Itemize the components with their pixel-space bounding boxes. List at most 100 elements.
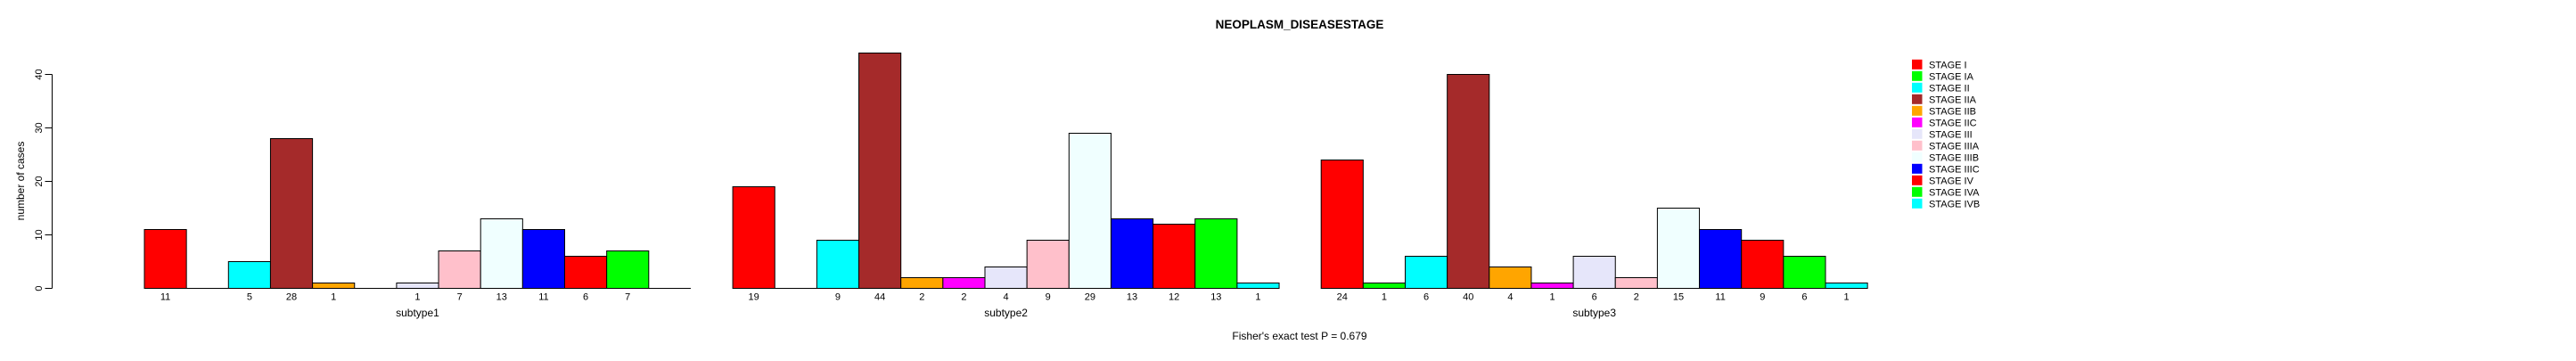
bar-value-label: 44 [874,292,885,303]
bar-value-label: 9 [1046,292,1051,303]
y-axis-tick-label: 40 [34,69,45,79]
bar-value-label: 5 [247,292,252,303]
legend-label: STAGE I [1929,60,1967,70]
bar [1068,133,1112,289]
bar-value-label: 40 [1463,292,1473,303]
bar-value-label: 7 [625,292,630,303]
x-axis-group-labels: subtype1 subtype2 subtype3 [396,307,1616,319]
bar-value-label: 4 [1507,292,1513,303]
y-axis: 0 10 20 30 40 [34,69,53,291]
bar [1194,218,1238,289]
y-axis-tick-label: 30 [34,122,45,133]
bar [312,283,356,289]
legend-label: STAGE III [1929,129,1973,140]
group-label: subtype1 [396,307,439,319]
legend-item: STAGE IV [1912,175,1974,186]
legend-item: STAGE I [1912,59,1967,70]
bar [1656,208,1701,289]
legend-swatch [1912,175,1923,185]
bar [1489,267,1532,289]
bar [858,53,902,289]
legend-item: STAGE IIB [1912,105,1976,117]
legend-swatch [1912,70,1923,81]
bar-value-label: 4 [1004,292,1009,303]
legend-label: STAGE IIIB [1929,152,1979,163]
legend-label: STAGE IIIA [1929,141,1980,152]
legend-label: STAGE IVB [1929,199,1980,209]
legend-swatch [1912,94,1923,104]
y-axis-tick-label: 20 [34,176,45,186]
bar-value-label: 11 [160,292,170,303]
bar [521,229,565,289]
bar [1026,240,1070,289]
bar [144,229,187,289]
legend-item: STAGE II [1912,82,1970,94]
bar-value-label: 1 [1549,292,1555,303]
bar [1699,229,1743,289]
bar-value-label: 1 [1382,292,1387,303]
bar [269,138,314,289]
bar [227,261,271,289]
bar-value-label: 2 [961,292,966,303]
fisher-test-annotation: Fisher's exact test P = 0.679 [1232,330,1366,342]
legend-swatch [1912,140,1923,151]
bar [1153,224,1196,289]
legend-swatch [1912,128,1923,139]
legend-swatch [1912,198,1923,209]
bar [1741,240,1784,289]
bar [1110,218,1154,289]
bar [1447,74,1490,289]
bar-value-label: 12 [1169,292,1179,303]
bar [1530,283,1574,289]
bar [606,250,650,289]
legend-label: STAGE IVA [1929,187,1980,198]
bar-value-label: 24 [1337,292,1348,303]
legend-item: STAGE III [1912,128,1973,140]
bar-value-label: 6 [1801,292,1807,303]
bar [1783,256,1826,289]
bar-value-label: 11 [538,292,548,303]
group-label: subtype3 [1572,307,1616,319]
bar [1572,256,1616,289]
bar [396,283,439,289]
bar-value-label: 9 [1760,292,1765,303]
legend-item: STAGE IIC [1912,117,1977,128]
y-axis-tick-label: 10 [34,229,45,240]
bar [438,250,481,289]
legend-item: STAGE IA [1912,70,1974,82]
legend-item: STAGE IVB [1912,198,1980,209]
legend-swatch [1912,152,1923,162]
legend-label: STAGE IV [1929,176,1974,186]
bar-value-label: 19 [749,292,759,303]
bar [480,218,523,289]
bar [900,277,944,289]
bar-value-label: 1 [1844,292,1850,303]
bar-value-label: 6 [583,292,588,303]
legend-item: STAGE IVA [1912,186,1980,198]
bars-layer: 11 5 28 1 1 7 13 11 6 7 19 9 44 2 2 4 9 29 13 12 13 1 24 1 6 40 4 1… [144,53,1868,303]
bar-value-label: 7 [457,292,463,303]
bar-value-label: 2 [1634,292,1639,303]
legend-swatch [1912,59,1923,70]
bar [1320,160,1364,289]
legend-item: STAGE IIIB [1912,152,1979,163]
bar-value-label: 1 [1255,292,1260,303]
y-axis-tick-label: 0 [34,285,45,291]
bar [942,277,986,289]
bar [1614,277,1658,289]
legend-swatch [1912,105,1923,116]
bar-value-label: 28 [286,292,297,303]
bar-value-label: 15 [1673,292,1684,303]
group-label: subtype2 [984,307,1028,319]
bar-value-label: 6 [1423,292,1429,303]
legend-item: STAGE IIA [1912,94,1977,105]
bar [1236,283,1280,289]
y-axis-label: number of cases [14,142,27,221]
bar-value-label: 6 [1592,292,1597,303]
legend-swatch [1912,186,1923,197]
bar-value-label: 1 [331,292,336,303]
legend-item: STAGE IIIA [1912,140,1980,152]
legend-label: STAGE IIC [1929,118,1977,128]
legend-swatch [1912,163,1923,174]
